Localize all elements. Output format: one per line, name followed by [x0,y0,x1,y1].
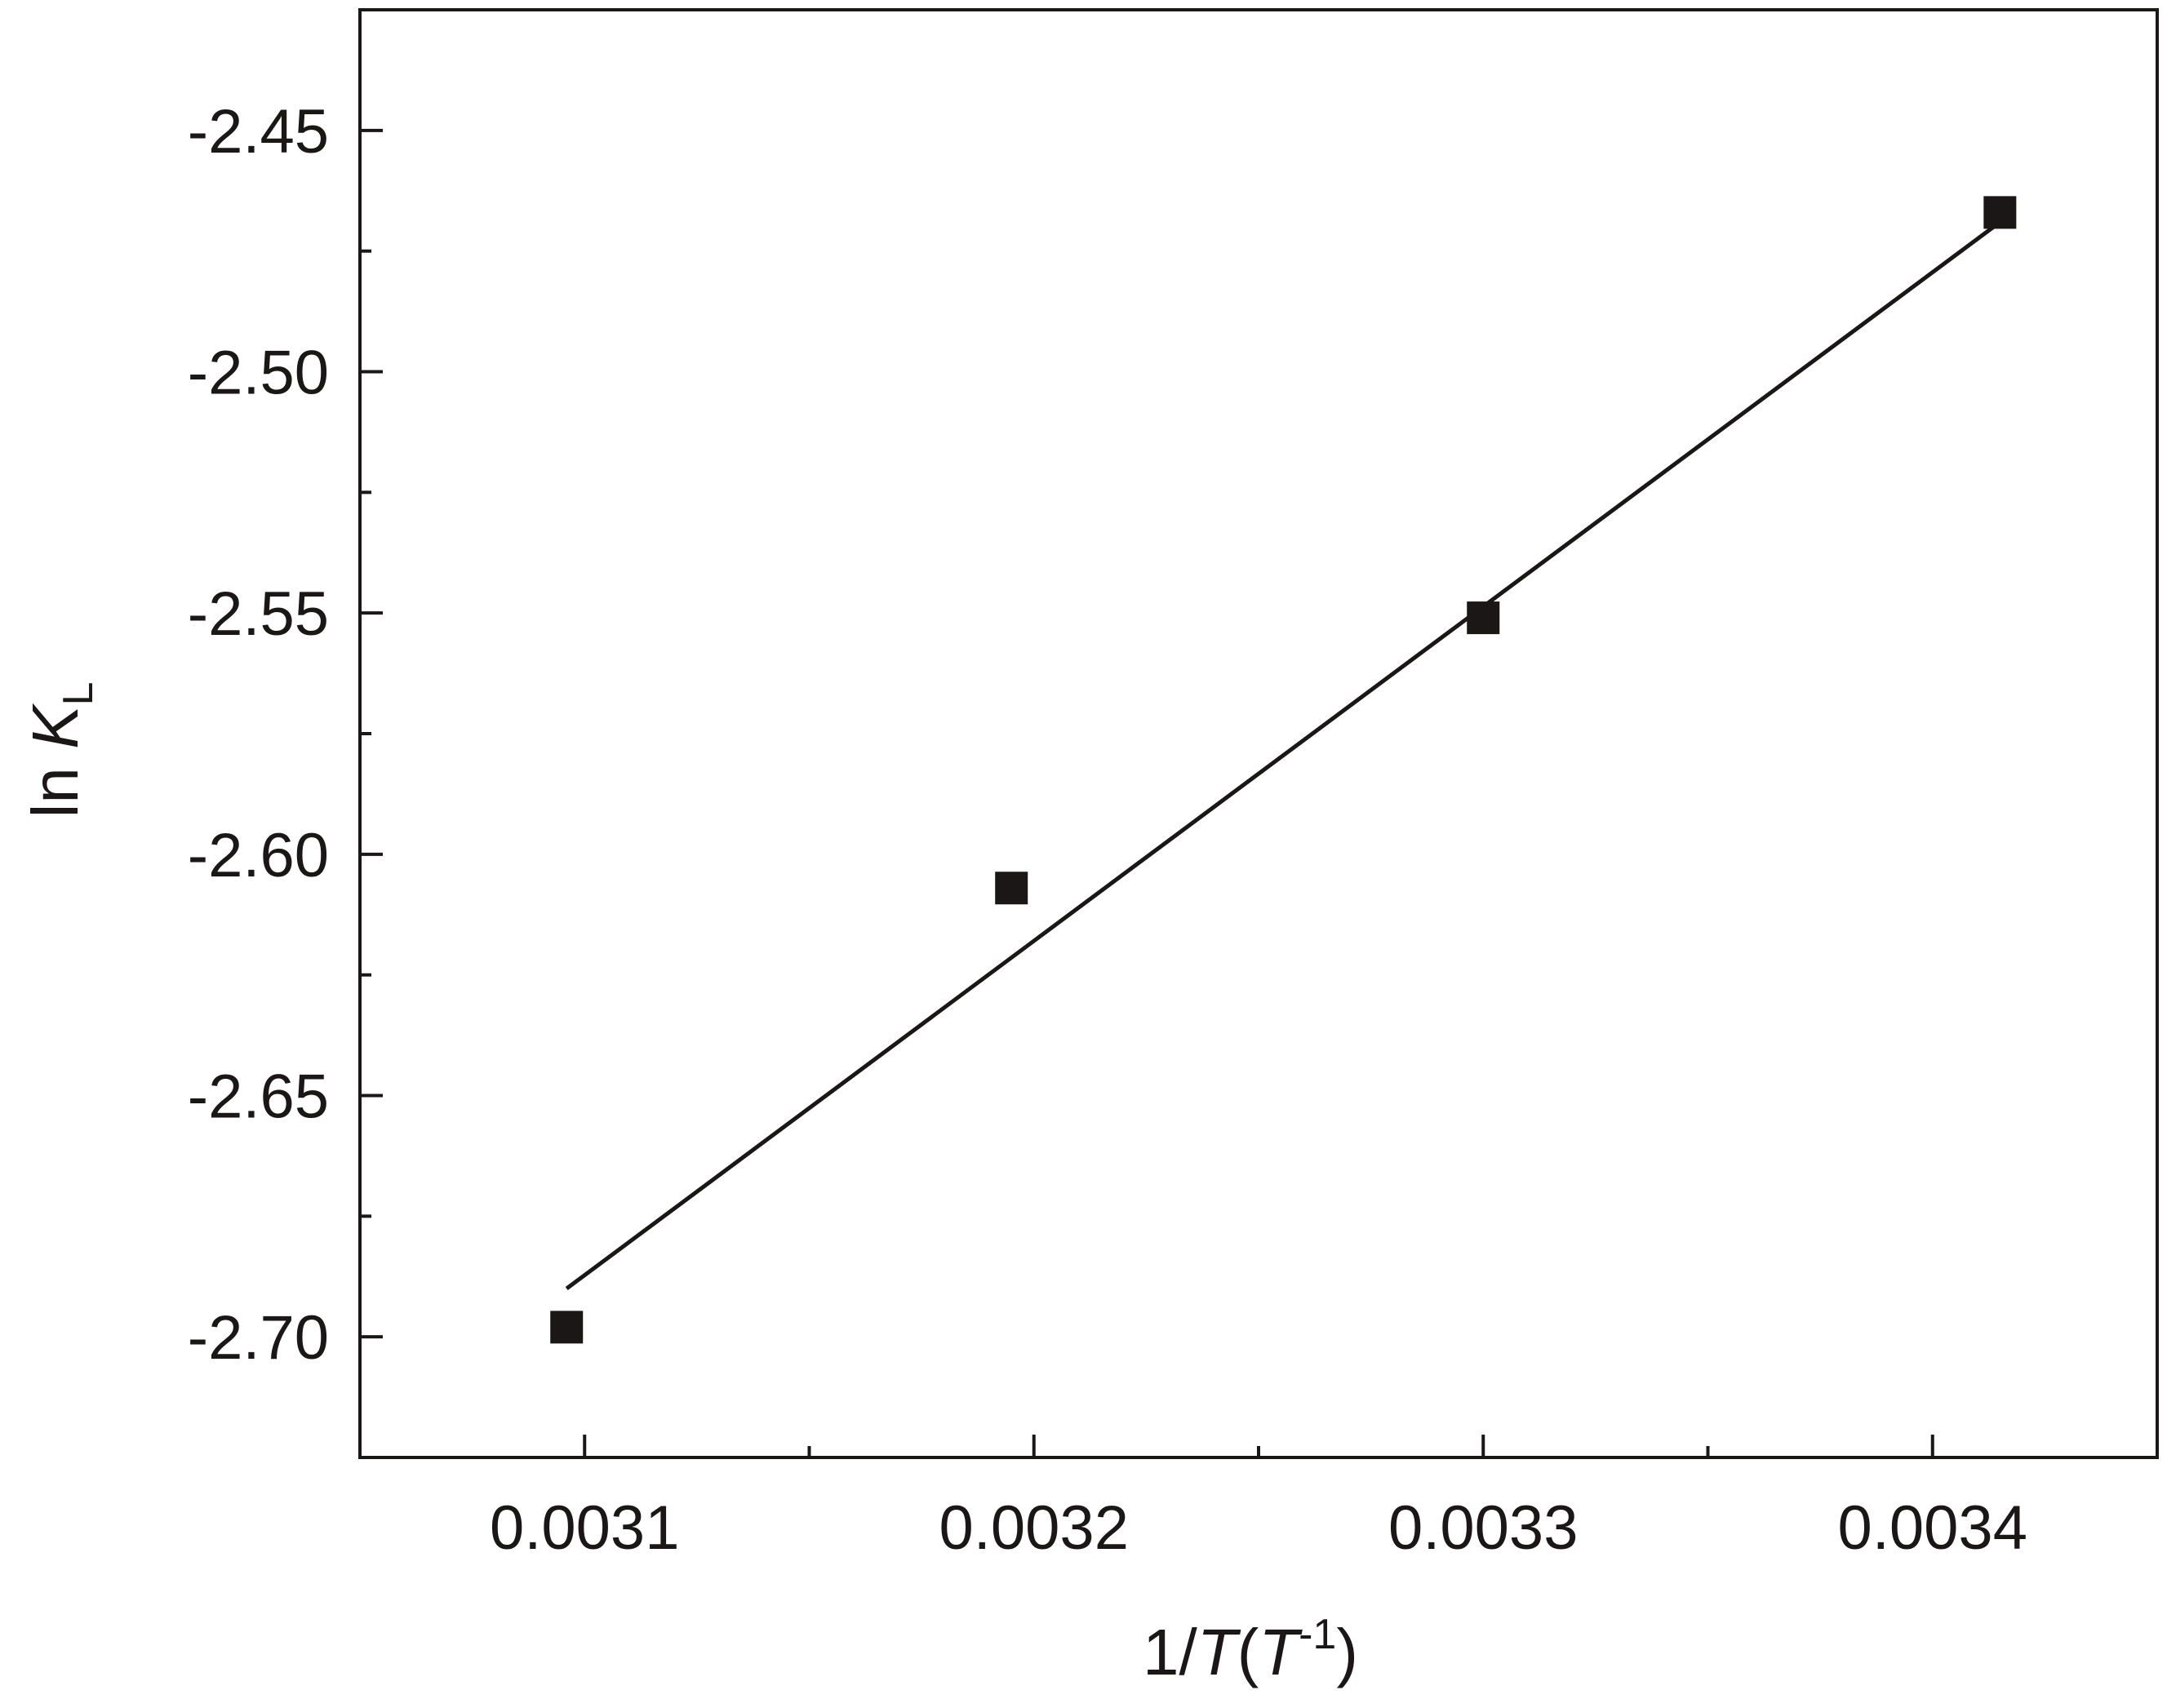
y-tick-label: -2.55 [188,579,329,649]
x-tick-label: 0.0033 [1388,1493,1578,1563]
y-tick-label: -2.50 [188,339,329,408]
x-axis-title: 1/T(T-1) [1143,1611,1358,1688]
y-tick-label: -2.60 [188,821,329,890]
y-tick-label: -2.65 [188,1063,329,1132]
data-point [550,1311,584,1344]
data-point [1467,601,1500,635]
data-point [995,872,1028,905]
x-tick-label: 0.0034 [1838,1493,2027,1563]
data-point [1983,196,2017,229]
x-tick-label: 0.0032 [939,1493,1129,1563]
x-tick-label: 0.0031 [490,1493,679,1563]
y-tick-label: -2.45 [188,97,329,166]
y-tick-label: -2.70 [188,1303,329,1373]
fit-line [565,220,2001,1291]
y-axis-title: ln KL [19,682,102,819]
